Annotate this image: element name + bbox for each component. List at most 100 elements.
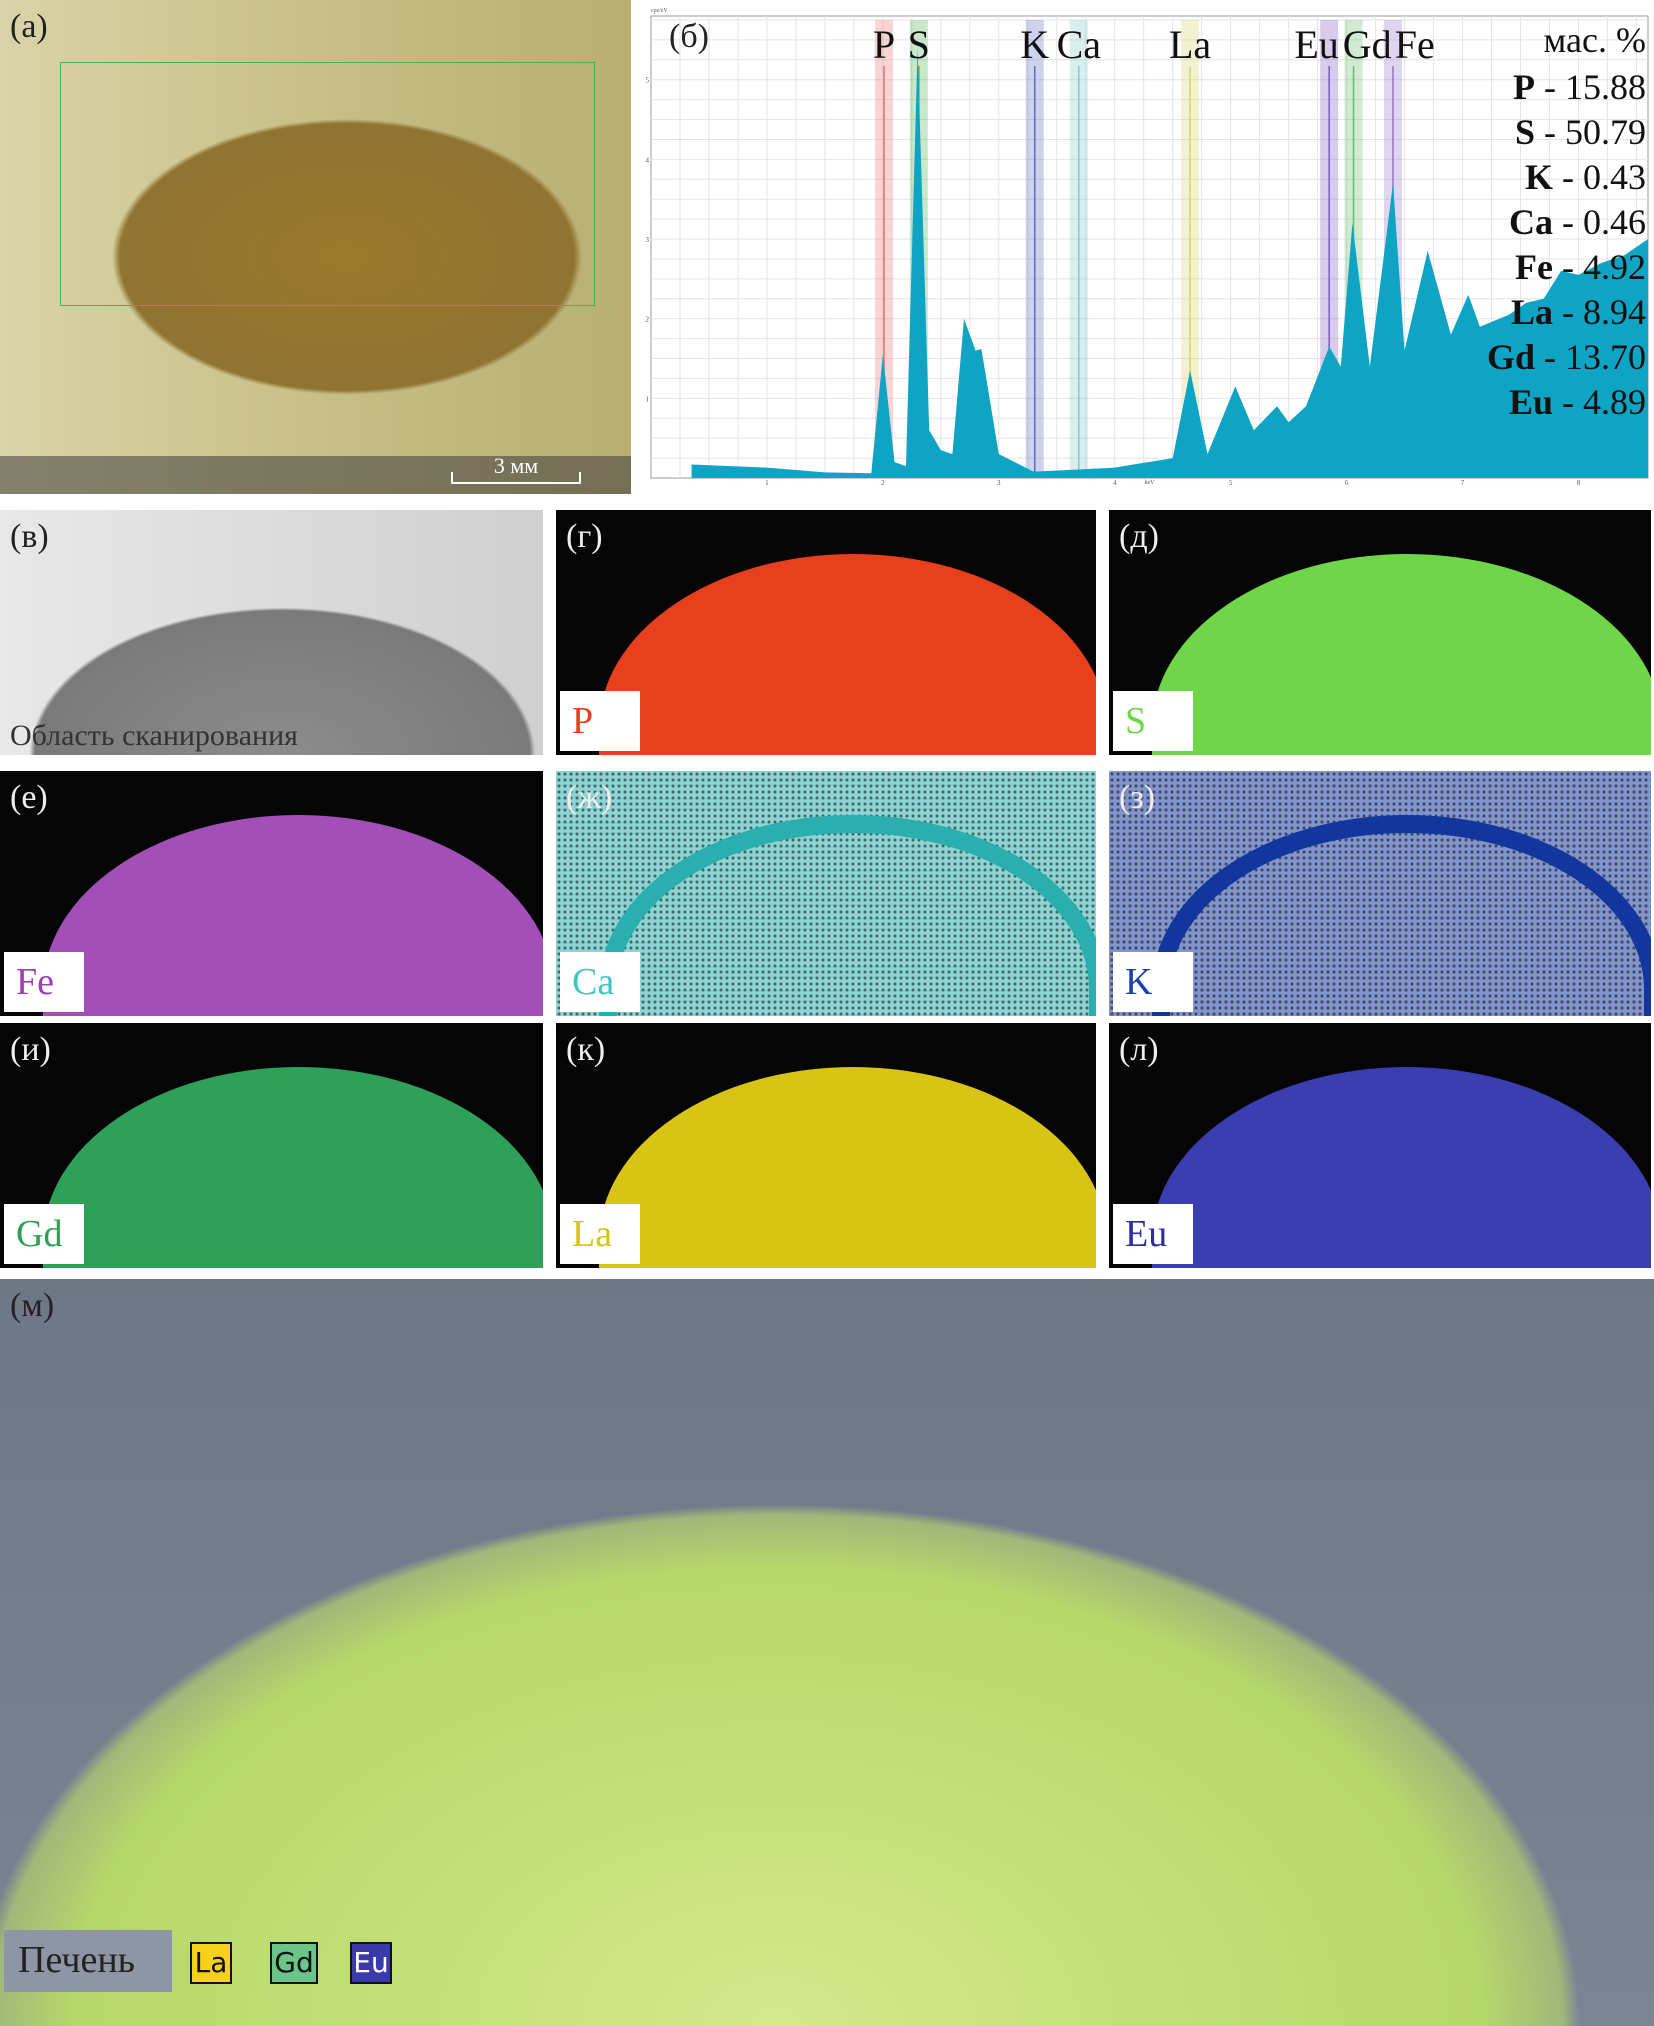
peak-label-la: La [1169,22,1211,67]
y-tick-label: 1 [646,395,650,403]
eds-spectrum-panel: P S K Ca La Eu Gd Fe 1 2 3 4 5 6 7 8 1 2 3 4 5 keV cps/eV (б) … [643,0,1654,485]
y-tick-label: 3 [646,236,650,244]
element-symbol: S [1514,112,1535,152]
panel-label: (л) [1119,1031,1159,1068]
weight-value: 13.70 [1565,337,1646,377]
element-symbol: K [1524,157,1553,197]
scale-bar: 3 мм [451,455,581,484]
tissue-signal [599,1067,1096,1268]
scan-area-caption: Область сканирования [10,719,298,752]
element-map-k: (з) K [1109,771,1651,1016]
element-map-ca: (ж) Ca [556,771,1096,1016]
weight-row-fe: Fe - 4.92 [1515,247,1646,287]
legend-chip-la: La [190,1942,232,1984]
weight-row-k: K - 0.43 [1524,157,1646,197]
tissue-signal [43,815,543,1016]
x-tick-label: 6 [1345,479,1349,485]
element-symbol: P [1513,67,1535,107]
element-label: P [560,691,640,751]
weight-value: 4.89 [1583,382,1646,422]
tissue-signal [1152,1067,1651,1268]
peak-label-p: P [873,22,895,67]
scan-region-frame [60,62,595,306]
y-tick-label: 4 [646,156,650,164]
legend-chip-gd: Gd [270,1942,318,1984]
element-map-fe: (е) Fe [0,771,543,1016]
tissue-signal [1152,815,1651,1016]
element-symbol: Eu [1508,382,1553,422]
panel-label: (з) [1119,779,1156,816]
peak-label-s: S [908,22,930,67]
x-tick-label: 3 [997,479,1001,485]
panel-label: (к) [566,1031,606,1068]
organ-caption: Печень [4,1930,172,1992]
weight-value: 8.94 [1583,292,1646,332]
element-label: Gd [4,1204,84,1264]
weight-row-p: P - 15.88 [1513,67,1646,107]
element-symbol: La [1510,292,1553,332]
tissue-signal [43,1067,543,1268]
panel-label: (в) [10,518,49,555]
x-tick-label: 7 [1461,479,1465,485]
grayscale-panel-v: (в) Область сканирования [0,510,543,755]
y-tick-label: 2 [646,316,650,324]
scale-bar-background [0,456,631,494]
x-tick-label: 1 [765,479,769,485]
element-map-p: (г) P [556,510,1096,755]
element-label: K [1113,952,1193,1012]
weight-value: 4.92 [1583,247,1646,287]
tissue-signal [1152,554,1651,755]
legend-chip-eu: Eu [350,1942,392,1984]
y-tick-label: 5 [646,77,650,85]
tissue-signal [599,554,1096,755]
element-symbol: Fe [1515,247,1553,287]
weight-value: 0.43 [1583,157,1646,197]
element-label: La [560,1204,640,1264]
peak-label-fe: Fe [1395,22,1435,67]
element-map-gd: (и) Gd [0,1023,543,1268]
weight-row-ca: Ca - 0.46 [1509,202,1646,242]
weight-value: 15.88 [1565,67,1646,107]
weight-value: 0.46 [1583,202,1646,242]
panel-label: (е) [10,779,48,816]
panel-label: (д) [1119,518,1159,555]
element-map-la: (к) La [556,1023,1096,1268]
element-map-eu: (л) Eu [1109,1023,1651,1268]
weight-row-la: La - 8.94 [1510,292,1646,332]
photo-panel-a: 3 мм (а) [0,0,631,494]
overlay-map-panel: (м) Печень La Gd Eu [0,1279,1654,2026]
x-tick-label: 5 [1229,479,1233,485]
scale-bar-label: 3 мм [493,453,539,478]
x-tick-label: 2 [881,479,885,485]
spectrum-area [691,47,1648,479]
x-axis-label: keV [1145,480,1156,485]
element-label: S [1113,691,1193,751]
panel-label: (ж) [566,779,613,816]
element-label: Fe [4,952,84,1012]
element-label: Eu [1113,1204,1193,1264]
weight-table: мас. % P - 15.88 S - 50.79 K - 0.43 Ca - 0.… [1487,18,1646,425]
panel-label: (б) [669,18,709,55]
peak-label-k: K [1020,22,1049,67]
element-symbol: Gd [1486,337,1535,377]
weight-title: мас. % [1543,20,1646,60]
panel-label: (м) [10,1287,55,1324]
peak-label-ca: Ca [1057,22,1102,67]
panel-label: (и) [10,1031,51,1068]
panel-label: (а) [10,8,48,45]
weight-row-eu: Eu - 4.89 [1508,382,1646,422]
weight-row-gd: Gd - 13.70 [1486,337,1646,377]
weight-row-s: S - 50.79 [1514,112,1646,152]
panel-label: (г) [566,518,603,555]
weight-value: 50.79 [1565,112,1646,152]
element-label: Ca [560,952,640,1012]
peak-label-gd: Gd [1343,22,1392,67]
x-tick-label: 4 [1113,479,1117,485]
peak-label-eu: Eu [1294,22,1338,67]
y-axis-label: cps/eV [651,8,668,14]
tissue-signal [599,815,1096,1016]
x-tick-label: 8 [1577,479,1581,485]
element-symbol: Ca [1509,202,1553,242]
element-map-s: (д) S [1109,510,1651,755]
